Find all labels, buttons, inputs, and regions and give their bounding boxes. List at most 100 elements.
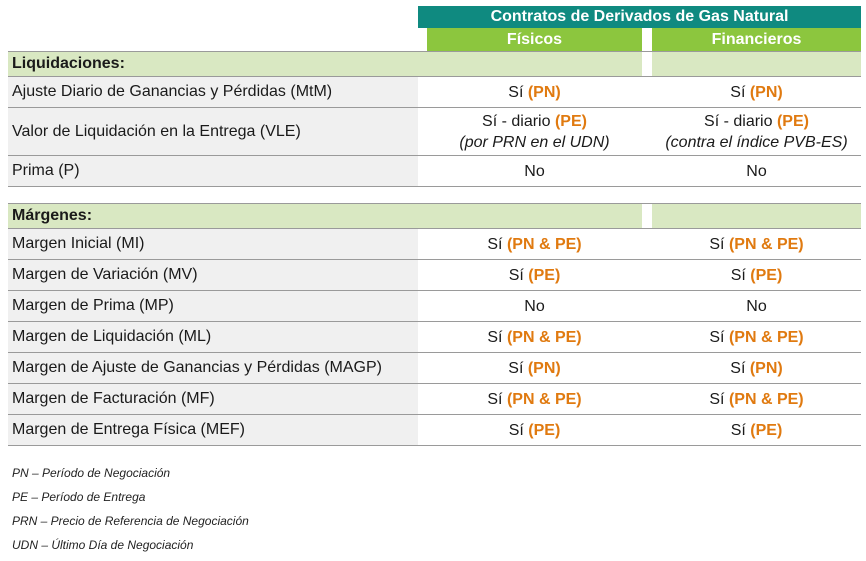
cell-value-line: No <box>746 161 766 182</box>
table-row: Margen de Prima (MP) No No <box>8 291 861 322</box>
cell-value-line: Sí (PE) <box>731 420 783 441</box>
cell-value-line: No <box>746 296 766 317</box>
cell-financieros: Sí (PN & PE) <box>652 384 861 414</box>
section-title: Márgenes: <box>8 204 418 228</box>
cell-fisicos: Sí (PE) <box>427 260 642 290</box>
table-row: Margen de Facturación (MF) Sí (PN & PE) Sí… <box>8 384 861 415</box>
cell-period-code: (PE) <box>750 266 783 284</box>
cell-value: Sí - diario <box>704 112 777 130</box>
cell-period-code: (PE) <box>528 421 561 439</box>
cell-value-line: Sí (PN) <box>730 82 782 103</box>
cell-value: No <box>524 162 545 180</box>
row-label: Ajuste Diario de Ganancias y Pérdidas (M… <box>8 77 418 107</box>
cell-fisicos: Sí (PN & PE) <box>427 322 642 352</box>
cell-financieros: Sí (PN & PE) <box>652 322 861 352</box>
table-row: Margen de Liquidación (ML) Sí (PN & PE) Sí… <box>8 322 861 353</box>
cell-fisicos: Sí (PN) <box>427 353 642 383</box>
row-label: Margen de Variación (MV) <box>8 260 418 290</box>
table-row: Prima (P) No No <box>8 156 861 187</box>
row-label: Margen de Entrega Física (MEF) <box>8 415 418 445</box>
cell-value: Sí - diario <box>482 112 555 130</box>
cell-note: (contra el índice PVB-ES) <box>665 133 848 151</box>
header-col-financieros: Financieros <box>652 28 861 51</box>
cell-period-code: (PN) <box>749 83 783 101</box>
cell-value: Sí <box>709 328 729 346</box>
footnote: PRN – Precio de Referencia de Negociació… <box>12 514 249 528</box>
cell-fisicos: Sí (PN) <box>427 77 642 107</box>
row-label: Prima (P) <box>8 156 418 186</box>
cell-period-code: (PN & PE) <box>506 390 582 408</box>
cell-fisicos: Sí (PE) <box>427 415 642 445</box>
section-header-row: Márgenes: <box>8 203 861 229</box>
table-row: Margen de Entrega Física (MEF) Sí (PE) Sí … <box>8 415 861 446</box>
cell-value-line: No <box>524 296 544 317</box>
cell-period-code: (PN & PE) <box>506 235 582 253</box>
cell-period-code: (PE) <box>750 421 783 439</box>
cell-period-code: (PN) <box>527 83 561 101</box>
header-group-title: Contratos de Derivados de Gas Natural <box>418 6 861 28</box>
cell-fisicos: Sí (PN & PE) <box>427 229 642 259</box>
header-col-fisicos: Físicos <box>427 28 642 51</box>
row-label: Margen Inicial (MI) <box>8 229 418 259</box>
cell-value-line: Sí (PN & PE) <box>709 389 803 410</box>
cell-financieros: No <box>652 156 861 186</box>
table-row: Valor de Liquidación en la Entrega (VLE)… <box>8 108 861 156</box>
cell-financieros: Sí (PN) <box>652 353 861 383</box>
cell-value-line: No <box>524 161 544 182</box>
cell-value-line: Sí (PN & PE) <box>487 327 581 348</box>
cell-period-code: (PN) <box>527 359 561 377</box>
header-group-row: Contratos de Derivados de Gas Natural <box>8 6 861 28</box>
cell-note: (por PRN en el UDN) <box>459 133 610 151</box>
cell-value: Sí <box>730 266 751 284</box>
cell-financieros: Sí (PE) <box>652 415 861 445</box>
row-label: Margen de Ajuste de Ganancias y Pérdidas… <box>8 353 418 383</box>
cell-value: Sí <box>508 421 529 439</box>
cell-period-code: (PE) <box>776 112 809 130</box>
footnote: UDN – Último Día de Negociación <box>12 538 194 552</box>
section-spacer <box>8 187 861 203</box>
footnotes: PN – Período de Negociación PE – Período… <box>12 465 249 561</box>
cell-value: Sí <box>487 328 507 346</box>
cell-financieros: Sí - diario (PE) (contra el índice PVB-ES… <box>652 108 861 155</box>
cell-value-line: Sí - diario (PE) <box>482 111 587 132</box>
cell-value: Sí <box>487 390 507 408</box>
footnote: PN – Período de Negociación <box>12 466 171 480</box>
cell-financieros: Sí (PN) <box>652 77 861 107</box>
cell-fisicos: Sí - diario (PE) (por PRN en el UDN) <box>427 108 642 155</box>
cell-value-line: Sí (PE) <box>509 265 561 286</box>
cell-value: No <box>746 162 767 180</box>
row-label: Margen de Liquidación (ML) <box>8 322 418 352</box>
cell-value-line: Sí (PE) <box>731 265 783 286</box>
cell-period-code: (PE) <box>554 112 587 130</box>
cell-value-line: Sí (PN) <box>508 82 560 103</box>
cell-value-line: Sí (PN & PE) <box>709 327 803 348</box>
cell-value-line: Sí (PN & PE) <box>487 234 581 255</box>
row-label: Valor de Liquidación en la Entrega (VLE) <box>8 108 418 155</box>
cell-value: Sí <box>487 235 507 253</box>
cell-period-code: (PN & PE) <box>506 328 582 346</box>
cell-fisicos: No <box>427 291 642 321</box>
cell-value: No <box>524 297 545 315</box>
cell-value: Sí <box>709 390 729 408</box>
row-label: Margen de Prima (MP) <box>8 291 418 321</box>
cell-value-line: Sí (PN & PE) <box>709 234 803 255</box>
cell-value: Sí <box>730 421 751 439</box>
cell-period-code: (PN & PE) <box>728 235 804 253</box>
cell-financieros: Sí (PE) <box>652 260 861 290</box>
cell-value-line: Sí - diario (PE) <box>704 111 809 132</box>
table-row: Margen de Ajuste de Ganancias y Pérdidas… <box>8 353 861 384</box>
cell-value: Sí <box>508 359 528 377</box>
cell-period-code: (PN) <box>749 359 783 377</box>
cell-period-code: (PN & PE) <box>728 390 804 408</box>
cell-fisicos: No <box>427 156 642 186</box>
cell-value: Sí <box>730 83 750 101</box>
cell-fisicos: Sí (PN & PE) <box>427 384 642 414</box>
cell-value: Sí <box>508 266 529 284</box>
cell-value: Sí <box>730 359 750 377</box>
cell-value-line: Sí (PE) <box>509 420 561 441</box>
cell-value-line: Sí (PN & PE) <box>487 389 581 410</box>
header-columns-row: Físicos Financieros <box>8 28 861 51</box>
cell-period-code: (PE) <box>528 266 561 284</box>
derivatives-table: Contratos de Derivados de Gas Natural Fí… <box>8 6 861 446</box>
section-header-row: Liquidaciones: <box>8 51 861 77</box>
